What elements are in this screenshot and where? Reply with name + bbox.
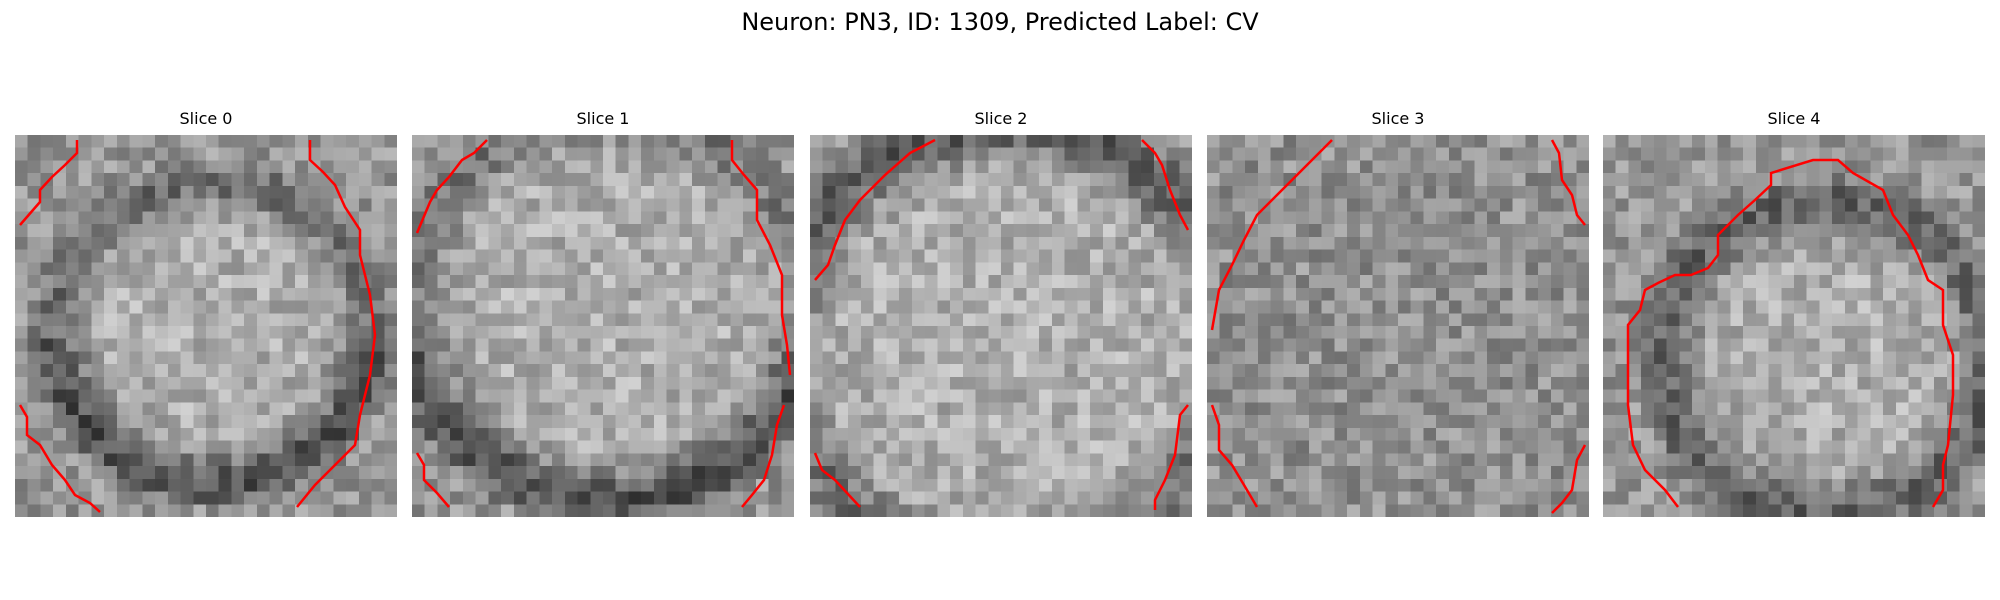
slice-4-image — [1603, 135, 1985, 517]
contour-line — [417, 140, 487, 233]
slice-3-contour — [1207, 135, 1589, 517]
contour-line — [1212, 140, 1332, 330]
contour-line — [1142, 140, 1188, 230]
contour-line — [1552, 140, 1585, 225]
contour-line — [815, 453, 860, 507]
slice-0-contour — [15, 135, 397, 517]
contour-line — [297, 140, 375, 507]
contour-line — [20, 140, 77, 225]
slice-2-title: Slice 2 — [810, 109, 1192, 129]
contour-line — [815, 140, 935, 280]
figure-title: Neuron: PN3, ID: 1309, Predicted Label: … — [0, 6, 2000, 38]
contour-line — [1212, 405, 1257, 507]
contour-line — [417, 453, 449, 507]
slice-1-title: Slice 1 — [412, 109, 794, 129]
slice-2-contour — [810, 135, 1192, 517]
slice-1-image — [412, 135, 794, 517]
slice-3-title: Slice 3 — [1207, 109, 1589, 129]
contour-line — [1552, 445, 1585, 513]
contour-line — [742, 405, 784, 507]
slice-2-image — [810, 135, 1192, 517]
slice-0-image — [15, 135, 397, 517]
slice-3-image — [1207, 135, 1589, 517]
contour-line — [20, 405, 100, 512]
contour-line — [732, 140, 790, 375]
slice-4-title: Slice 4 — [1603, 109, 1985, 129]
slice-4-contour — [1603, 135, 1985, 517]
slice-0-title: Slice 0 — [15, 109, 397, 129]
contour-line — [1628, 160, 1953, 507]
slice-1-contour — [412, 135, 794, 517]
contour-line — [1155, 405, 1188, 510]
